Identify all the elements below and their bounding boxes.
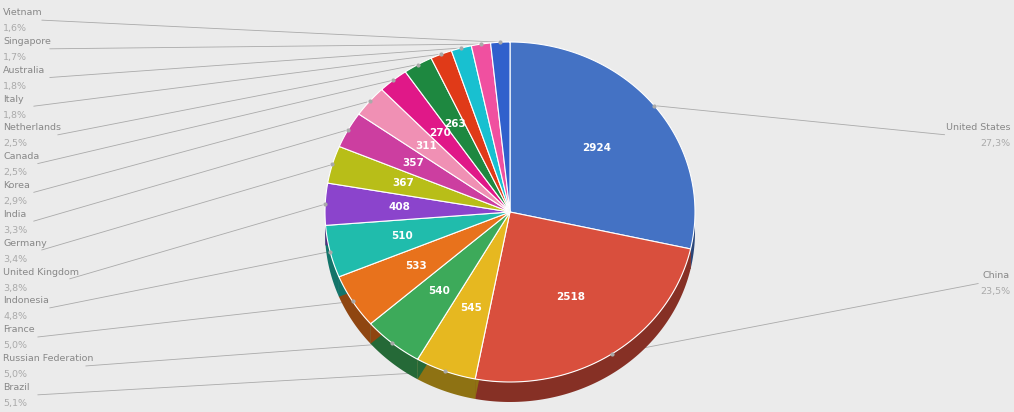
Text: 2,5%: 2,5% bbox=[3, 139, 27, 148]
Text: 270: 270 bbox=[429, 128, 451, 138]
Text: Australia: Australia bbox=[3, 66, 46, 75]
Polygon shape bbox=[339, 212, 510, 297]
Text: 263: 263 bbox=[444, 119, 465, 129]
Polygon shape bbox=[510, 212, 691, 269]
Polygon shape bbox=[431, 51, 510, 212]
Text: 510: 510 bbox=[391, 231, 413, 241]
Text: Russian Federation: Russian Federation bbox=[3, 354, 93, 363]
Polygon shape bbox=[339, 277, 370, 344]
Text: 2,5%: 2,5% bbox=[3, 168, 27, 177]
Polygon shape bbox=[510, 42, 695, 249]
Polygon shape bbox=[418, 212, 510, 379]
Text: Singapore: Singapore bbox=[3, 37, 51, 46]
Polygon shape bbox=[325, 183, 510, 225]
Text: United Kingdom: United Kingdom bbox=[3, 268, 79, 276]
Polygon shape bbox=[476, 212, 510, 399]
Text: 3,4%: 3,4% bbox=[3, 255, 27, 264]
Text: United States: United States bbox=[945, 123, 1010, 132]
Text: 3,8%: 3,8% bbox=[3, 283, 27, 293]
Text: China: China bbox=[983, 271, 1010, 280]
Polygon shape bbox=[370, 212, 510, 359]
Text: 5,0%: 5,0% bbox=[3, 341, 27, 350]
Polygon shape bbox=[418, 212, 510, 379]
Text: Indonesia: Indonesia bbox=[3, 297, 49, 305]
Text: 1,6%: 1,6% bbox=[3, 24, 27, 33]
Polygon shape bbox=[691, 215, 695, 269]
Polygon shape bbox=[325, 225, 339, 297]
Polygon shape bbox=[370, 212, 510, 344]
Text: 23,5%: 23,5% bbox=[980, 287, 1010, 296]
Text: Brazil: Brazil bbox=[3, 383, 29, 392]
Text: 2924: 2924 bbox=[582, 143, 611, 153]
Polygon shape bbox=[370, 324, 418, 379]
Polygon shape bbox=[370, 212, 510, 344]
Polygon shape bbox=[328, 147, 510, 212]
Text: 357: 357 bbox=[402, 158, 424, 168]
Text: Canada: Canada bbox=[3, 152, 40, 161]
Text: Vietnam: Vietnam bbox=[3, 8, 43, 17]
Polygon shape bbox=[476, 249, 691, 402]
Text: 5,1%: 5,1% bbox=[3, 399, 27, 408]
Polygon shape bbox=[325, 212, 510, 277]
Text: 2,9%: 2,9% bbox=[3, 197, 27, 206]
Text: 27,3%: 27,3% bbox=[980, 139, 1010, 148]
Text: 311: 311 bbox=[415, 140, 437, 150]
Polygon shape bbox=[418, 212, 510, 379]
Polygon shape bbox=[340, 114, 510, 212]
Polygon shape bbox=[491, 42, 510, 212]
Text: 4,8%: 4,8% bbox=[3, 312, 27, 321]
Text: 408: 408 bbox=[388, 202, 410, 212]
Text: Italy: Italy bbox=[3, 94, 23, 103]
Text: 1,8%: 1,8% bbox=[3, 82, 27, 91]
Polygon shape bbox=[359, 89, 510, 212]
Polygon shape bbox=[476, 212, 691, 382]
Text: 540: 540 bbox=[429, 286, 450, 296]
Text: Netherlands: Netherlands bbox=[3, 123, 61, 132]
Polygon shape bbox=[325, 212, 510, 246]
Polygon shape bbox=[510, 212, 691, 269]
Text: 5,0%: 5,0% bbox=[3, 370, 27, 379]
Text: 545: 545 bbox=[460, 302, 483, 313]
Text: France: France bbox=[3, 325, 34, 334]
Polygon shape bbox=[339, 212, 510, 297]
Polygon shape bbox=[406, 58, 510, 212]
Text: Korea: Korea bbox=[3, 181, 29, 190]
Text: 367: 367 bbox=[392, 178, 415, 189]
Text: 533: 533 bbox=[405, 261, 427, 271]
Polygon shape bbox=[339, 212, 510, 324]
Polygon shape bbox=[476, 212, 510, 399]
Polygon shape bbox=[381, 72, 510, 212]
Text: India: India bbox=[3, 210, 26, 219]
Polygon shape bbox=[472, 43, 510, 212]
Polygon shape bbox=[418, 359, 476, 399]
Polygon shape bbox=[451, 46, 510, 212]
Text: 1,8%: 1,8% bbox=[3, 110, 27, 119]
Text: Germany: Germany bbox=[3, 239, 47, 248]
Text: 1,7%: 1,7% bbox=[3, 53, 27, 62]
Polygon shape bbox=[325, 212, 510, 246]
Text: 2518: 2518 bbox=[557, 292, 585, 302]
Text: 3,3%: 3,3% bbox=[3, 226, 27, 235]
